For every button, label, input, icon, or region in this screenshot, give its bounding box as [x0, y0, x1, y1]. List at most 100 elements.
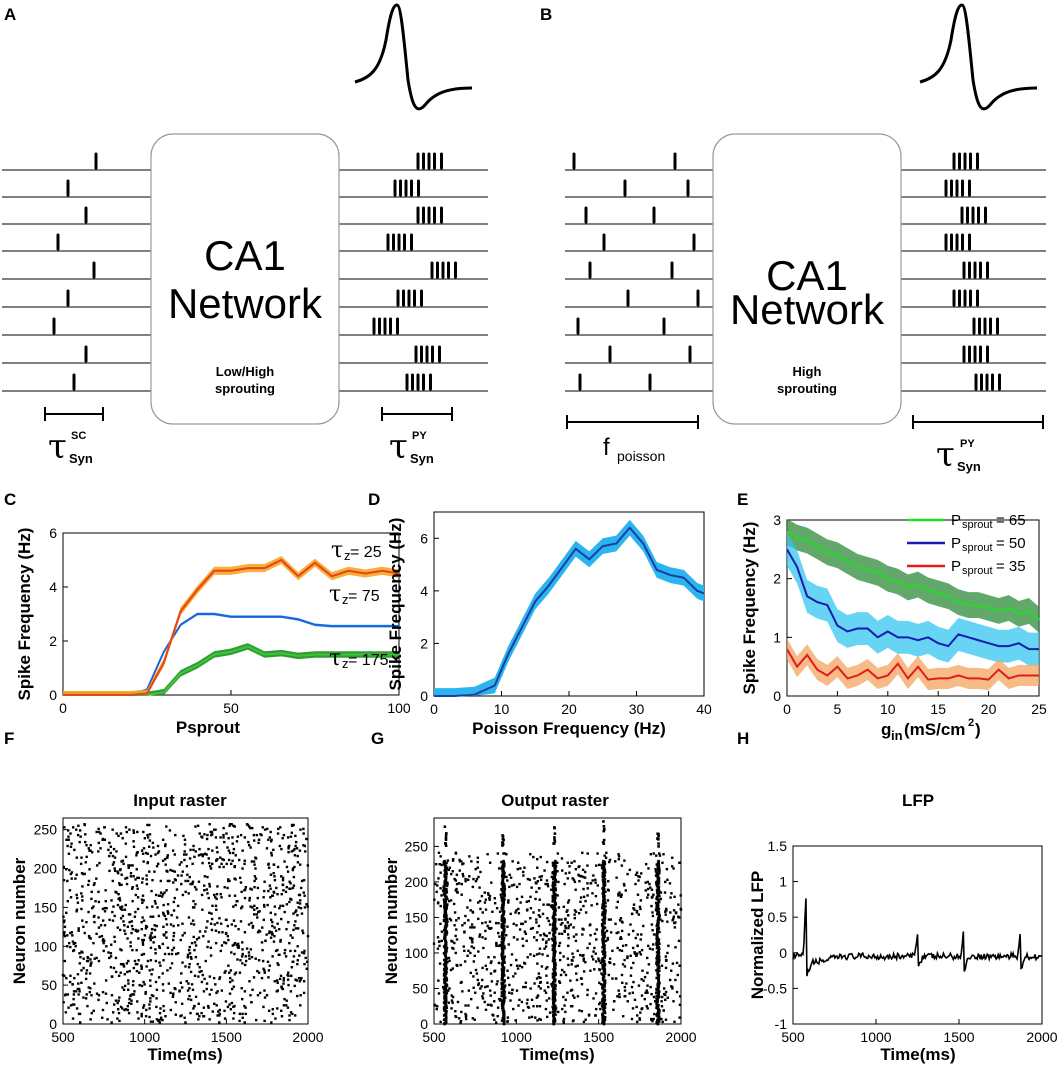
- spike-dot: [497, 961, 501, 965]
- spike-dot: [89, 964, 92, 967]
- spike-dot: [282, 889, 285, 892]
- series-line: [786, 648, 1039, 681]
- spike-dot: [192, 923, 196, 926]
- spike-dot: [178, 863, 181, 866]
- spike-dot: [154, 893, 158, 897]
- burst-dot: [656, 898, 660, 901]
- spike-dot: [543, 934, 546, 937]
- spike-dot: [576, 949, 579, 953]
- spike-dot: [526, 956, 529, 959]
- spike-dot: [439, 855, 442, 858]
- spike-dot: [80, 969, 83, 972]
- spike-dot: [506, 969, 509, 972]
- spike-dot: [161, 838, 165, 841]
- spike-dot: [97, 998, 100, 1002]
- spike-dot: [272, 848, 275, 852]
- spike-dot: [506, 925, 509, 928]
- spike-dot: [132, 966, 136, 970]
- spike-dot: [200, 893, 204, 897]
- spike-dot: [546, 860, 549, 864]
- spike-dot: [105, 906, 108, 910]
- spike-dot: [639, 938, 642, 941]
- spike-dot: [562, 955, 565, 958]
- spike-dot: [300, 912, 304, 915]
- burst-dot: [501, 956, 505, 959]
- spike-dot: [529, 895, 532, 899]
- spike-dot: [483, 901, 487, 904]
- spike-dot: [276, 962, 279, 965]
- spike-dot: [581, 933, 584, 936]
- burst-dot: [500, 931, 504, 935]
- spike-dot: [672, 1000, 675, 1003]
- spike-dot: [474, 880, 478, 883]
- spike-dot: [608, 957, 612, 960]
- spike-dot: [208, 885, 212, 888]
- spike-dot: [118, 899, 122, 902]
- spike-dot: [208, 993, 212, 996]
- spike-dot: [140, 1015, 143, 1018]
- spike-dot: [125, 882, 129, 886]
- burst-dot: [443, 971, 447, 975]
- spike-dot: [257, 841, 260, 845]
- x-tick-label: 1000: [501, 1029, 532, 1045]
- spike-dot: [594, 1014, 597, 1017]
- burst-dot: [553, 882, 557, 886]
- spike-dot: [674, 946, 677, 949]
- spike-dot: [451, 870, 454, 873]
- spike-dot: [253, 839, 256, 842]
- spike-dot: [635, 911, 639, 914]
- spike-waveform: [919, 3, 1038, 111]
- spike-dot: [591, 892, 594, 895]
- spike-dot: [172, 924, 175, 928]
- spike-dot: [258, 930, 262, 933]
- spike-dot: [644, 991, 647, 994]
- spike-dot: [638, 1018, 642, 1021]
- spike-dot: [188, 987, 191, 990]
- spike-dot: [218, 865, 221, 869]
- spike-dot: [457, 882, 461, 885]
- spike-dot: [530, 1015, 534, 1019]
- spike-dot: [464, 880, 467, 883]
- burst-dot: [442, 1018, 446, 1022]
- spike-dot: [157, 1018, 160, 1022]
- spike-dot: [564, 998, 567, 1002]
- spike-dot: [556, 870, 559, 873]
- spike-dot: [645, 1005, 648, 1008]
- spike-dot: [664, 966, 668, 970]
- spike-dot: [127, 959, 130, 963]
- burst-dot: [554, 859, 557, 863]
- spike-dot: [293, 924, 296, 927]
- spike-dot: [525, 900, 528, 904]
- spike-dot: [108, 956, 111, 960]
- spike-dot: [303, 906, 307, 909]
- burst-dot: [603, 914, 606, 918]
- burst-dot: [503, 986, 506, 989]
- burst-dot: [503, 920, 506, 924]
- spike-dot: [303, 894, 306, 897]
- spike-dot: [210, 988, 213, 991]
- spike-dot: [299, 994, 302, 997]
- spike-dot: [256, 916, 259, 919]
- spike-dot: [515, 897, 519, 901]
- burst-dot: [657, 940, 660, 944]
- burst-dot: [552, 877, 555, 881]
- spike-dot: [111, 919, 115, 922]
- spike-dot: [586, 993, 589, 997]
- y-tick-label: 3: [773, 512, 781, 528]
- spike-dot: [455, 928, 458, 931]
- spike-dot: [215, 892, 219, 896]
- spike-dot: [538, 1017, 541, 1021]
- spike-dot: [595, 902, 599, 906]
- spike-dot: [498, 999, 502, 1002]
- spike-dot: [472, 975, 475, 978]
- burst-dot: [445, 978, 449, 981]
- spike-dot: [124, 855, 128, 859]
- spike-dot: [104, 992, 108, 995]
- spike-dot: [624, 943, 628, 947]
- spike-dot: [628, 992, 631, 995]
- spike-dot: [256, 969, 259, 973]
- burst-dot: [603, 979, 607, 982]
- spike-dot: [458, 860, 462, 863]
- spike-dot: [650, 904, 653, 908]
